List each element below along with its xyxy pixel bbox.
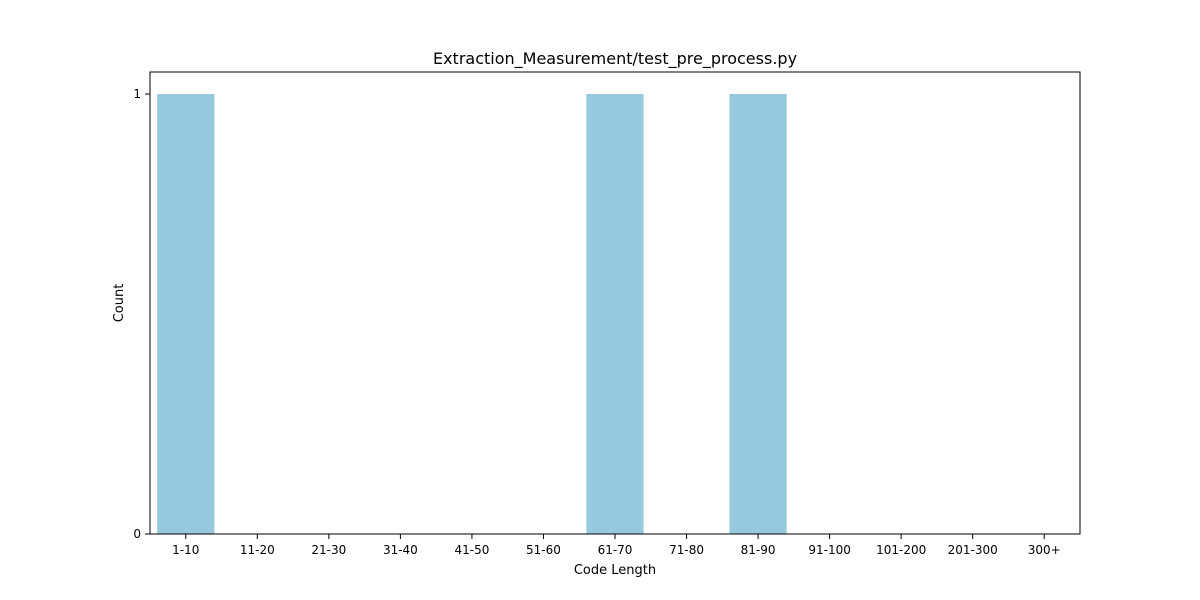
x-tick-label: 201-300 (948, 543, 998, 557)
x-tick-label: 41-50 (454, 543, 489, 557)
bars-group (157, 94, 787, 534)
x-tick-label: 21-30 (311, 543, 346, 557)
x-tick-label: 61-70 (598, 543, 633, 557)
x-tick-label: 300+ (1028, 543, 1061, 557)
y-tick-label: 0 (133, 527, 141, 541)
y-axis-label: Count (112, 284, 127, 323)
bar-61-70 (586, 94, 644, 534)
x-axis-ticks: 1-10 11-20 21-30 31-40 41-50 51-60 61-70 71-80 8… (172, 534, 1061, 557)
x-tick-label: 91-100 (808, 543, 851, 557)
y-axis-ticks: 01 (133, 87, 150, 541)
x-tick-label: 71-80 (669, 543, 704, 557)
chart-title: Extraction_Measurement/test_pre_process.… (433, 49, 797, 69)
x-tick-label: 81-90 (741, 543, 776, 557)
x-axis-label: Code Length (574, 563, 656, 578)
x-tick-label: 51-60 (526, 543, 561, 557)
bar-81-90 (729, 94, 787, 534)
x-tick-label: 31-40 (383, 543, 418, 557)
y-tick-label: 1 (133, 87, 141, 101)
x-tick-label: 11-20 (240, 543, 275, 557)
x-tick-label: 101-200 (876, 543, 926, 557)
x-tick-label: 1-10 (172, 543, 199, 557)
bar-1-10 (157, 94, 215, 534)
